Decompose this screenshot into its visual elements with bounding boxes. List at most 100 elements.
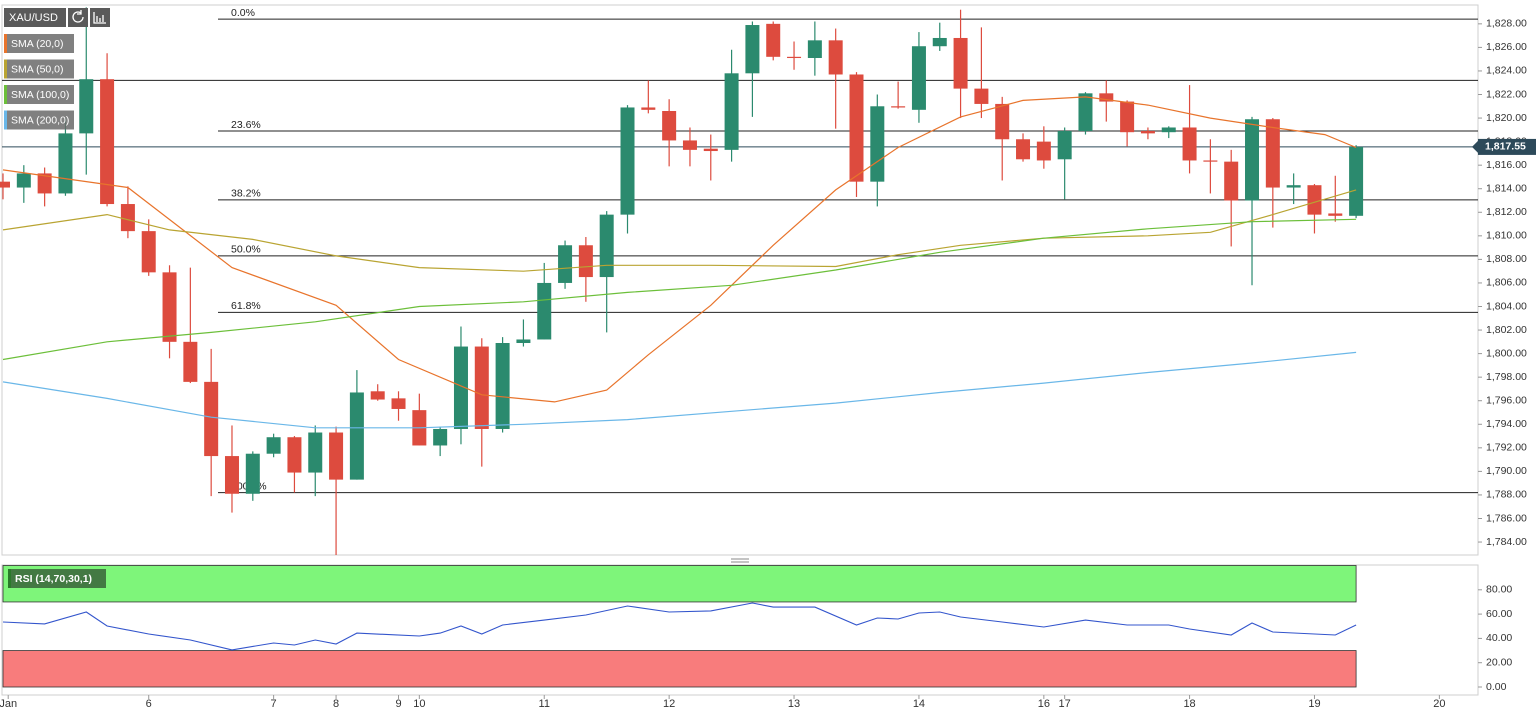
candle-body bbox=[1328, 213, 1343, 216]
x-tick-label: 10 bbox=[413, 698, 425, 710]
fib-label: 0.0% bbox=[231, 7, 255, 19]
candle-body bbox=[349, 392, 364, 480]
y-tick-label: 1,794.00 bbox=[1486, 418, 1527, 430]
y-tick-label: 1,804.00 bbox=[1486, 300, 1527, 312]
axes: 1,784.00 1,786.00 1,788.00 1,790.00 1,792.00… bbox=[0, 18, 1536, 710]
legend-box bbox=[4, 34, 74, 53]
y-tick-label: 80.00 bbox=[1486, 584, 1512, 596]
candle-body bbox=[787, 56, 802, 59]
candle-body bbox=[1099, 93, 1114, 102]
candle-body bbox=[1057, 131, 1072, 160]
candle-body bbox=[974, 88, 989, 104]
panel-resize-handle[interactable] bbox=[731, 558, 749, 563]
x-tick-label: 16 bbox=[1038, 698, 1050, 710]
x-tick-label: Jan bbox=[0, 698, 17, 710]
x-tick-label: 12 bbox=[663, 698, 675, 710]
y-tick-label: 60.00 bbox=[1486, 608, 1512, 620]
sma-line bbox=[2, 218, 1357, 361]
refresh-button[interactable] bbox=[68, 8, 88, 27]
candle-body bbox=[495, 343, 510, 429]
candle-body bbox=[870, 106, 885, 182]
refresh-icon bbox=[72, 10, 84, 23]
y-tick-label: 1,788.00 bbox=[1486, 489, 1527, 501]
candle-body bbox=[537, 282, 552, 340]
candle-body bbox=[204, 381, 219, 457]
candle-body bbox=[1078, 93, 1093, 132]
candles bbox=[0, 7, 1364, 555]
candle-body bbox=[162, 272, 177, 342]
candle-body bbox=[828, 40, 843, 75]
legend-label: SMA (200,0) bbox=[11, 114, 69, 126]
fib-label: 50.0% bbox=[231, 244, 261, 256]
y-tick-label: 1,784.00 bbox=[1486, 536, 1527, 548]
x-tick-label: 6 bbox=[146, 698, 152, 710]
candle-body bbox=[641, 107, 656, 110]
y-tick-label: 40.00 bbox=[1486, 632, 1512, 644]
candle-body bbox=[16, 173, 31, 188]
last-price-arrow bbox=[1472, 140, 1478, 153]
candle-body bbox=[1182, 127, 1197, 161]
settings-button[interactable] bbox=[90, 8, 110, 27]
candle-body bbox=[620, 107, 635, 215]
candle-body bbox=[1036, 141, 1051, 161]
legend-label: SMA (100,0) bbox=[11, 89, 69, 101]
candle-body bbox=[662, 110, 677, 141]
y-tick-label: 1,820.00 bbox=[1486, 112, 1527, 124]
candle-body bbox=[1286, 185, 1301, 188]
candle-body bbox=[120, 204, 135, 232]
y-tick-label: 0.00 bbox=[1486, 681, 1507, 693]
y-tick-label: 1,790.00 bbox=[1486, 465, 1527, 477]
candle-body bbox=[391, 398, 406, 409]
candle-body bbox=[682, 140, 697, 150]
y-tick-label: 1,806.00 bbox=[1486, 277, 1527, 289]
candle-body bbox=[224, 456, 239, 494]
price-panel bbox=[1, 4, 1479, 556]
legend-label: SMA (20,0) bbox=[11, 38, 64, 50]
y-tick-label: 1,828.00 bbox=[1486, 18, 1527, 30]
fib-label: 38.2% bbox=[231, 188, 261, 200]
y-tick-label: 1,810.00 bbox=[1486, 230, 1527, 242]
legend-swatch bbox=[4, 34, 7, 53]
y-tick-label: 1,802.00 bbox=[1486, 324, 1527, 336]
candle-body bbox=[953, 37, 968, 89]
candle-body bbox=[1140, 131, 1155, 134]
x-tick-label: 18 bbox=[1183, 698, 1195, 710]
symbol-box[interactable] bbox=[4, 8, 66, 27]
legend-box bbox=[8, 569, 106, 588]
candle-body bbox=[58, 133, 73, 194]
y-tick-label: 1,814.00 bbox=[1486, 183, 1527, 195]
legend-swatch bbox=[4, 110, 7, 130]
candle-body bbox=[1224, 161, 1239, 201]
candle-body bbox=[308, 432, 323, 473]
legend-label: SMA (50,0) bbox=[11, 63, 64, 75]
y-tick-label: 1,798.00 bbox=[1486, 371, 1527, 383]
y-tick-label: 1,812.00 bbox=[1486, 206, 1527, 218]
indicator-lines bbox=[2, 96, 1357, 651]
legend-box bbox=[4, 59, 74, 79]
y-tick-label: 1,786.00 bbox=[1486, 512, 1527, 524]
fib-label: 61.8% bbox=[231, 300, 261, 312]
candle-body bbox=[100, 79, 115, 205]
x-tick-label: 19 bbox=[1308, 698, 1320, 710]
candle-body bbox=[995, 103, 1010, 140]
candle-body bbox=[370, 391, 385, 400]
candle-body bbox=[1349, 146, 1364, 216]
candle-body bbox=[37, 173, 52, 194]
candle-body bbox=[1245, 119, 1260, 201]
candle-body bbox=[849, 74, 864, 182]
legend-swatch bbox=[4, 85, 7, 104]
last-price-tag bbox=[1478, 138, 1536, 155]
fib-label: 23.6% bbox=[231, 119, 261, 131]
candle-body bbox=[1120, 101, 1135, 133]
candle-body bbox=[474, 346, 489, 429]
candle-body bbox=[807, 40, 822, 58]
legend-box bbox=[4, 85, 74, 104]
x-tick-label: 13 bbox=[788, 698, 800, 710]
symbol-label: XAU/USD bbox=[9, 12, 58, 24]
x-tick-label: 17 bbox=[1059, 698, 1071, 710]
sma-line bbox=[2, 351, 1357, 429]
x-tick-label: 7 bbox=[271, 698, 277, 710]
rsi-zone bbox=[2, 565, 1357, 603]
candle-body bbox=[558, 245, 573, 283]
